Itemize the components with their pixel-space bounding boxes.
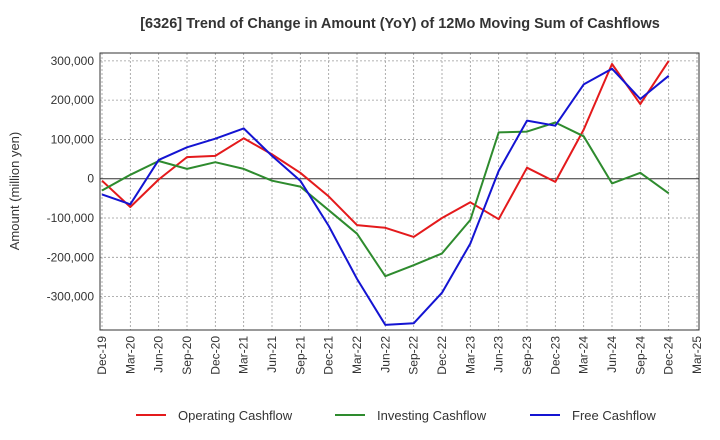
x-tick-label: Sep-20: [180, 336, 194, 375]
y-tick-label: 0: [87, 172, 94, 186]
x-tick-label: Dec-24: [662, 336, 676, 375]
y-tick-label: -300,000: [47, 290, 95, 304]
x-tick-label: Jun-24: [605, 336, 619, 373]
series-line-operating-cashflow: [101, 60, 670, 238]
y-tick-label: 100,000: [51, 132, 95, 146]
legend-label: Free Cashflow: [572, 408, 656, 423]
x-tick-label: Jun-23: [492, 336, 506, 373]
x-tick-label: Mar-22: [350, 336, 364, 374]
y-tick-label: -200,000: [47, 250, 95, 264]
x-tick-label: Mar-21: [237, 336, 251, 374]
x-tick-label: Mar-25: [690, 336, 704, 374]
x-tick-label: Jun-21: [265, 336, 279, 373]
x-tick-label: Mar-24: [577, 336, 591, 374]
series-line-investing-cashflow: [101, 121, 670, 278]
grid-layer: [100, 53, 699, 330]
x-tick-label: Dec-21: [322, 336, 336, 375]
y-axis-label: Amount (million yen): [7, 132, 22, 251]
x-tick-label: Mar-23: [463, 336, 477, 374]
x-axis-ticks: Dec-19 Mar-20 Jun-20 Sep-20 Dec-20 Mar-21 Jun-…: [95, 336, 704, 375]
legend-label: Investing Cashflow: [377, 408, 487, 423]
x-tick-label: Dec-19: [95, 336, 109, 375]
x-tick-label: Sep-21: [293, 336, 307, 375]
x-tick-label: Dec-20: [208, 336, 222, 375]
x-tick-label: Jun-22: [378, 336, 392, 373]
series-line-free-cashflow: [101, 67, 670, 326]
chart-title: [6326] Trend of Change in Amount (YoY) o…: [140, 16, 660, 32]
x-tick-label: Sep-24: [633, 336, 647, 375]
legend: Operating Cashflow Investing Cashflow Free…: [136, 408, 656, 423]
x-tick-label: Sep-22: [407, 336, 421, 375]
x-tick-label: Dec-22: [435, 336, 449, 375]
plot-frame: [99, 52, 700, 331]
x-tick-label: Mar-20: [123, 336, 137, 374]
y-tick-label: 200,000: [51, 93, 95, 107]
legend-label: Operating Cashflow: [178, 408, 293, 423]
y-tick-label: 300,000: [51, 54, 95, 68]
series-layer: [101, 60, 670, 326]
y-tick-label: -100,000: [47, 211, 95, 225]
y-axis-ticks: 300,000 200,000 100,000 0 -100,000 -200,000 -3…: [47, 54, 95, 304]
x-tick-label: Dec-23: [548, 336, 562, 375]
x-tick-label: Sep-23: [520, 336, 534, 375]
x-tick-label: Jun-20: [152, 336, 166, 373]
